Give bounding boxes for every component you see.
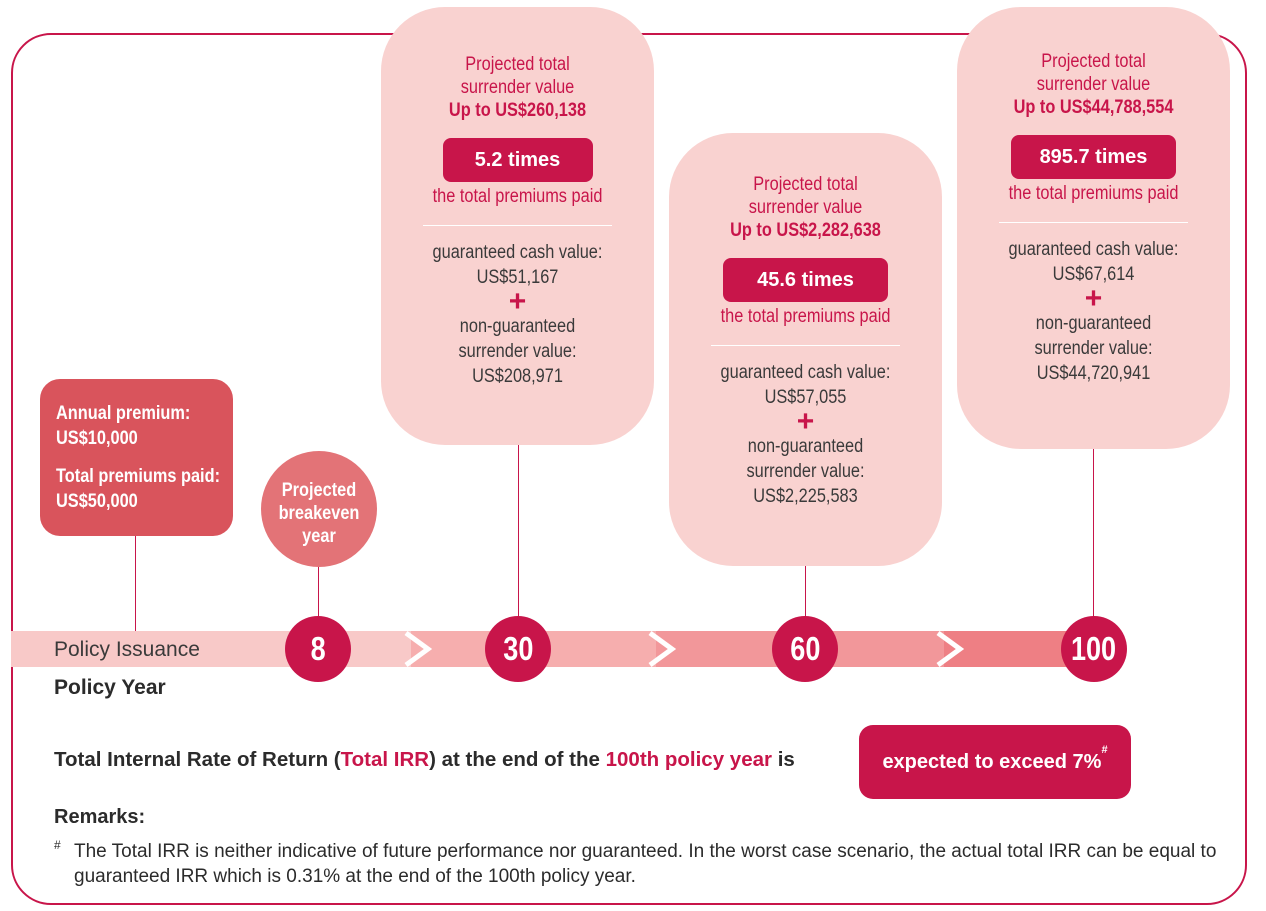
- irr-highlight-policy-year: 100th policy year: [605, 748, 772, 771]
- times-badge: 45.6 times: [723, 258, 888, 302]
- annual-premium-value: US$10,000: [56, 428, 138, 449]
- milestone-bubble-30: Projected total surrender value Up to US…: [381, 7, 654, 445]
- guaranteed-value: US$57,055: [764, 387, 847, 408]
- times-badge: 5.2 times: [442, 138, 593, 182]
- remarks-title: Remarks:: [54, 806, 146, 828]
- plus-icon: +: [796, 405, 815, 438]
- year-marker-30: 30: [485, 616, 551, 682]
- connector-line: [805, 566, 806, 617]
- irr-highlight-total-irr: Total IRR: [340, 748, 430, 771]
- connector-line: [318, 567, 319, 617]
- year-100-label: 100: [1071, 630, 1117, 667]
- non-guaranteed-value: US$2,225,583: [753, 486, 858, 507]
- non-guaranteed-label-2: surrender value:: [458, 341, 577, 362]
- irr-badge: expected to exceed 7%#: [859, 725, 1131, 799]
- chevron-icon: [648, 631, 676, 667]
- breakeven-line-3: year: [302, 526, 336, 547]
- bubble-title-1: Projected total: [753, 174, 858, 195]
- non-guaranteed-label-1: non-guaranteed: [1035, 313, 1152, 334]
- chevron-icon: [404, 631, 432, 667]
- guaranteed-value: US$51,167: [476, 267, 559, 288]
- milestone-bubble-60: Projected total surrender value Up to US…: [669, 133, 942, 566]
- year-marker-100: 100: [1061, 616, 1127, 682]
- divider: [423, 225, 612, 226]
- non-guaranteed-label-2: surrender value:: [746, 461, 865, 482]
- bubble-title-2: surrender value: [748, 197, 863, 218]
- breakeven-circle: Projected breakeven year: [261, 451, 377, 567]
- plus-icon: +: [508, 285, 527, 318]
- year-60-label: 60: [789, 630, 821, 667]
- guaranteed-label: guaranteed cash value:: [720, 362, 891, 383]
- irr-text-2: ) at the end of the: [429, 748, 606, 771]
- policy-issuance-label: Policy Issuance: [54, 638, 200, 661]
- total-premiums-value: US$50,000: [56, 491, 138, 512]
- footnote-mark: #: [54, 838, 61, 852]
- guaranteed-label: guaranteed cash value:: [432, 242, 603, 263]
- plus-icon: +: [1084, 282, 1103, 315]
- total-premiums-label: Total premiums paid:: [56, 466, 221, 487]
- times-caption: the total premiums paid: [432, 186, 603, 207]
- bubble-title-2: surrender value: [1036, 74, 1151, 95]
- non-guaranteed-value: US$208,971: [472, 366, 563, 387]
- bubble-title-2: surrender value: [460, 77, 575, 98]
- bubble-upto: Up to US$2,282,638: [730, 220, 881, 241]
- chevron-icon: [936, 631, 964, 667]
- bubble-title-1: Projected total: [1041, 51, 1146, 72]
- non-guaranteed-label-1: non-guaranteed: [459, 316, 576, 337]
- footnote-text: The Total IRR is neither indicative of f…: [74, 841, 1217, 887]
- times-badge: 895.7 times: [1011, 135, 1176, 179]
- year-marker-8: 8: [285, 616, 351, 682]
- breakeven-line-1: Projected: [281, 480, 357, 501]
- frame-gap: [0, 185, 11, 545]
- irr-text-1: Total Internal Rate of Return (: [54, 748, 341, 771]
- bubble-upto: Up to US$260,138: [448, 100, 587, 121]
- irr-statement: Total Internal Rate of Return (Total IRR…: [54, 748, 795, 772]
- irr-badge-footnote-mark: #: [1101, 744, 1108, 756]
- connector-line: [518, 444, 519, 617]
- guaranteed-label: guaranteed cash value:: [1008, 239, 1179, 260]
- divider: [711, 345, 900, 346]
- divider: [999, 222, 1188, 223]
- policy-year-axis-label: Policy Year: [54, 676, 166, 699]
- breakeven-line-2: breakeven: [278, 503, 360, 524]
- annual-premium-label: Annual premium:: [56, 403, 191, 424]
- bubble-title-1: Projected total: [465, 54, 570, 75]
- times-caption: the total premiums paid: [1008, 183, 1179, 204]
- non-guaranteed-value: US$44,720,941: [1036, 363, 1151, 384]
- year-8-label: 8: [310, 630, 326, 667]
- non-guaranteed-label-1: non-guaranteed: [747, 436, 864, 457]
- connector-line: [135, 536, 136, 631]
- year-30-label: 30: [502, 630, 534, 667]
- connector-line: [1093, 448, 1094, 617]
- milestone-bubble-100: Projected total surrender value Up to US…: [957, 7, 1230, 449]
- guaranteed-value: US$67,614: [1052, 264, 1135, 285]
- times-caption: the total premiums paid: [720, 306, 891, 327]
- year-marker-60: 60: [772, 616, 838, 682]
- bubble-upto: Up to US$44,788,554: [1013, 97, 1174, 118]
- irr-badge-text: expected to exceed 7%: [882, 751, 1102, 773]
- premium-box: Annual premium: US$10,000 Total premiums…: [40, 379, 233, 536]
- irr-text-3: is: [772, 748, 795, 771]
- non-guaranteed-label-2: surrender value:: [1034, 338, 1153, 359]
